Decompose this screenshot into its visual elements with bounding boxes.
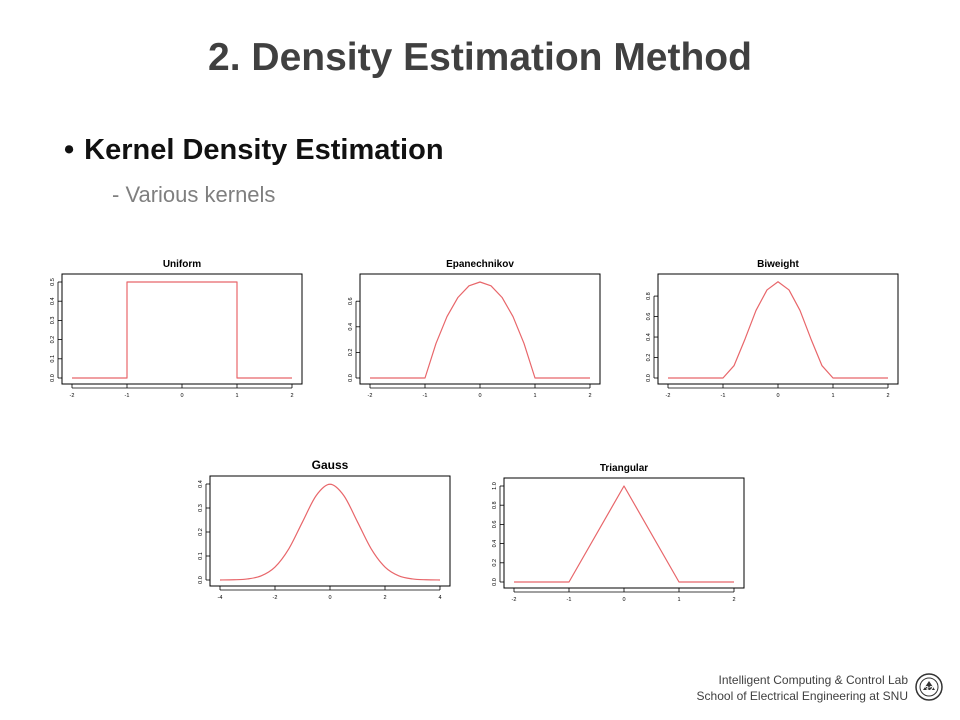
x-tick-label: -2 bbox=[368, 393, 373, 399]
y-tick-label: 0.4 bbox=[198, 480, 204, 488]
x-tick-label: 0 bbox=[328, 595, 331, 601]
y-tick-label: 0.4 bbox=[492, 540, 498, 548]
kernel-curve bbox=[370, 281, 590, 379]
x-tick-label: 1 bbox=[831, 393, 834, 399]
y-tick-label: 0.1 bbox=[50, 355, 56, 363]
footer: Intelligent Computing & Control Lab Scho… bbox=[697, 672, 908, 704]
slide-title: 2. Density Estimation Method bbox=[208, 36, 752, 79]
chart-svg: Triangular -2 -1 0 1 2 0.0 0.2 0.4 0.6 0.8 1.0 bbox=[492, 463, 745, 603]
x-tick-label: 0 bbox=[478, 393, 481, 399]
x-tick-label: 0 bbox=[622, 597, 625, 603]
x-tick-label: 4 bbox=[438, 595, 441, 601]
plot-frame bbox=[359, 273, 601, 385]
plot-frame bbox=[209, 475, 451, 587]
kernel-curve bbox=[219, 483, 441, 581]
x-tick-label: -2 bbox=[512, 597, 517, 603]
chart-title: Uniform bbox=[163, 259, 201, 270]
y-tick-label: 0.2 bbox=[646, 354, 652, 362]
y-tick-label: 0.3 bbox=[50, 317, 56, 325]
y-tick-label: 0.5 bbox=[50, 278, 56, 286]
x-tick-label: -4 bbox=[218, 595, 223, 601]
biweight-kernel-chart: Biweight -2 -1 0 1 2 0.0 0.2 0.4 0.6 0.8 bbox=[636, 252, 906, 406]
chart-title: Gauss bbox=[312, 458, 349, 472]
y-tick-label: 0.3 bbox=[198, 504, 204, 512]
y-tick-label: 0.0 bbox=[492, 578, 498, 586]
y-tick-label: 0.4 bbox=[646, 333, 652, 341]
chart-svg: Epanechnikov -2 -1 0 1 2 0.0 0.2 0.4 0.6 bbox=[348, 259, 601, 399]
triangular-kernel-chart: Triangular -2 -1 0 1 2 0.0 0.2 0.4 0.6 0.8 1.0 bbox=[482, 456, 752, 610]
y-tick-label: 0.2 bbox=[50, 336, 56, 344]
bullet-dot: • bbox=[64, 134, 75, 166]
y-tick-label: 0.6 bbox=[492, 521, 498, 529]
x-tick-label: 1 bbox=[235, 393, 238, 399]
sub-item-text: - Various kernels bbox=[112, 182, 276, 207]
y-tick-label: 0.8 bbox=[492, 501, 498, 509]
y-tick-label: 1.0 bbox=[492, 482, 498, 490]
chart-title: Triangular bbox=[600, 463, 648, 474]
x-tick-label: 2 bbox=[588, 393, 591, 399]
chart-title: Epanechnikov bbox=[446, 259, 514, 270]
gauss-kernel-chart: Gauss -4 -2 0 2 4 0.0 0.1 0.2 0.3 0.4 bbox=[188, 454, 458, 608]
y-tick-label: 0.0 bbox=[348, 374, 354, 382]
x-tick-label: -2 bbox=[70, 393, 75, 399]
epanechnikov-kernel-chart: Epanechnikov -2 -1 0 1 2 0.0 0.2 0.4 0.6 bbox=[338, 252, 608, 406]
uniform-kernel-chart: Uniform -2 -1 0 1 2 0.0 0.1 0.2 0.3 0.4 0.5 bbox=[40, 252, 310, 406]
chart-svg: Biweight -2 -1 0 1 2 0.0 0.2 0.4 0.6 0.8 bbox=[646, 259, 899, 399]
x-tick-label: 1 bbox=[533, 393, 536, 399]
y-tick-label: 0.2 bbox=[492, 559, 498, 567]
bullet-item: • Kernel Density Estimation bbox=[64, 134, 444, 167]
x-tick-label: 2 bbox=[383, 595, 386, 601]
y-tick-label: 0.0 bbox=[50, 374, 56, 382]
y-tick-label: 0.1 bbox=[198, 552, 204, 560]
kernel-curve bbox=[668, 281, 888, 379]
y-tick-label: 0.8 bbox=[646, 292, 652, 300]
x-tick-label: -1 bbox=[721, 393, 726, 399]
y-tick-label: 0.0 bbox=[198, 576, 204, 584]
footer-lab-name: Intelligent Computing & Control Lab bbox=[718, 673, 908, 687]
chart-svg: Uniform -2 -1 0 1 2 0.0 0.1 0.2 0.3 0.4 0.5 bbox=[50, 259, 303, 399]
y-tick-label: 0.6 bbox=[646, 313, 652, 321]
y-tick-label: 0.2 bbox=[198, 528, 204, 536]
university-logo: 32 bbox=[914, 672, 944, 702]
chart-title: Biweight bbox=[757, 259, 799, 270]
x-tick-label: 0 bbox=[776, 393, 779, 399]
x-tick-label: 2 bbox=[290, 393, 293, 399]
x-tick-label: 1 bbox=[677, 597, 680, 603]
kernel-curve bbox=[72, 281, 292, 379]
y-tick-label: 0.2 bbox=[348, 349, 354, 357]
x-tick-label: 0 bbox=[180, 393, 183, 399]
plot-frame bbox=[503, 477, 745, 589]
kernel-curve bbox=[514, 485, 734, 583]
plot-frame bbox=[61, 273, 303, 385]
y-tick-label: 0.6 bbox=[348, 297, 354, 305]
x-tick-label: -1 bbox=[567, 597, 572, 603]
plot-frame bbox=[657, 273, 899, 385]
footer-school-name: School of Electrical Engineering at SNU bbox=[696, 689, 908, 703]
x-tick-label: 2 bbox=[732, 597, 735, 603]
x-tick-label: -1 bbox=[125, 393, 130, 399]
y-tick-label: 0.4 bbox=[348, 323, 354, 331]
page-number: 32 bbox=[925, 685, 934, 694]
x-tick-label: -1 bbox=[423, 393, 428, 399]
y-tick-label: 0.4 bbox=[50, 297, 56, 305]
x-tick-label: -2 bbox=[273, 595, 278, 601]
bullet-text: Kernel Density Estimation bbox=[84, 134, 444, 166]
chart-svg: Gauss -4 -2 0 2 4 0.0 0.1 0.2 0.3 0.4 bbox=[198, 458, 451, 601]
y-tick-label: 0.0 bbox=[646, 374, 652, 382]
x-tick-label: 2 bbox=[886, 393, 889, 399]
x-tick-label: -2 bbox=[666, 393, 671, 399]
